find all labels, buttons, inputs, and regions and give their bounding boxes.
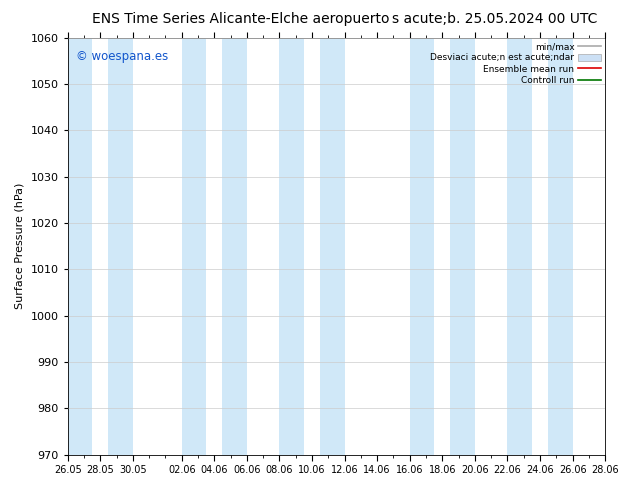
Y-axis label: Surface Pressure (hPa): Surface Pressure (hPa) bbox=[15, 183, 25, 309]
Bar bbox=[182, 38, 206, 455]
Bar bbox=[320, 38, 345, 455]
Bar bbox=[68, 38, 92, 455]
Bar bbox=[507, 38, 532, 455]
Text: © woespana.es: © woespana.es bbox=[76, 50, 168, 63]
Bar bbox=[223, 38, 247, 455]
Bar bbox=[280, 38, 304, 455]
Legend: min/max, Desviaci acute;n est acute;ndar, Ensemble mean run, Controll run: min/max, Desviaci acute;n est acute;ndar… bbox=[428, 40, 604, 88]
Bar bbox=[108, 38, 133, 455]
Bar bbox=[548, 38, 573, 455]
Text: s acute;b. 25.05.2024 00 UTC: s acute;b. 25.05.2024 00 UTC bbox=[392, 12, 597, 26]
Bar bbox=[410, 38, 434, 455]
Text: ENS Time Series Alicante-Elche aeropuerto: ENS Time Series Alicante-Elche aeropuert… bbox=[92, 12, 390, 26]
Bar bbox=[451, 38, 475, 455]
